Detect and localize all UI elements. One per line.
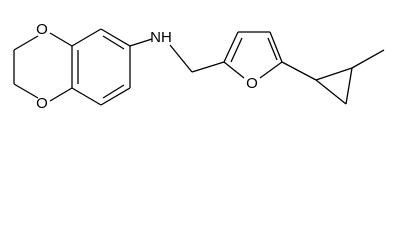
- atom-label: O: [36, 21, 48, 38]
- bonds: [13, 28, 385, 106]
- structure-diagram: O O NH O: [13, 21, 385, 112]
- atom-label: O: [36, 95, 48, 112]
- atom-label: O: [246, 75, 258, 92]
- atom-label: NH: [150, 29, 172, 46]
